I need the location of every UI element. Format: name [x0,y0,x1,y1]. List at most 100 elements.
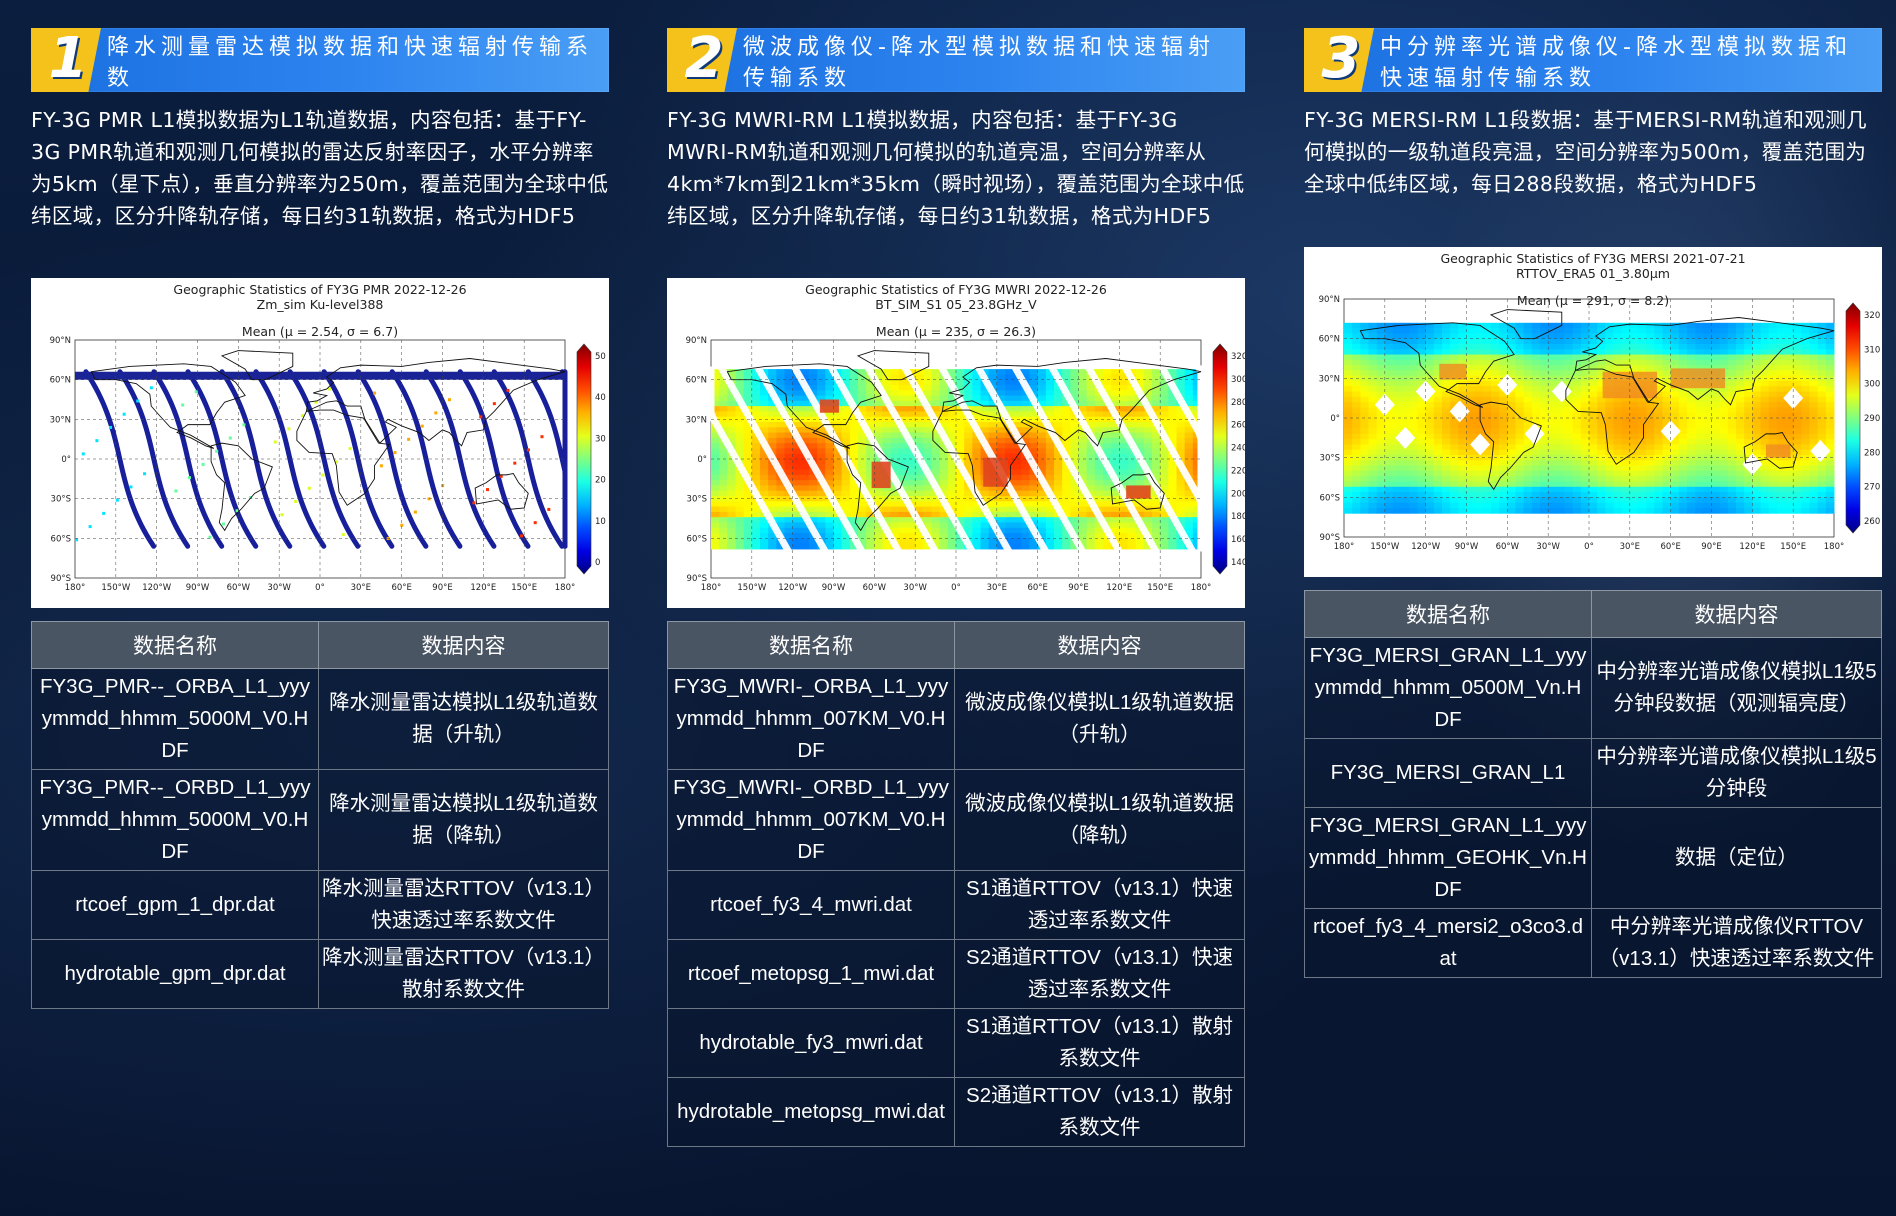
pixel [1409,354,1418,361]
pixel [1760,492,1770,498]
lon-tick-label: 150°W [1370,542,1399,552]
pixel [719,379,728,386]
pixel [841,427,851,434]
pixel [1135,406,1145,412]
pixel [858,395,867,402]
pixel [1687,476,1696,482]
pixel [939,411,949,418]
pixel [1793,481,1802,488]
pixel [964,527,973,534]
pixel [719,469,728,476]
pixel [1540,444,1549,451]
pixel [931,384,941,391]
pixel [1613,349,1623,356]
pixel [1621,418,1631,424]
speckle [393,451,397,455]
pixel [1466,375,1476,382]
lat-tick-label: 90°S [51,574,71,584]
pixel [1801,380,1810,387]
pixel [1005,437,1014,444]
pixel [1433,497,1443,504]
pixel [1695,444,1704,451]
pixel [1417,328,1427,334]
pixel [1825,402,1835,408]
pixel [1695,476,1704,482]
pixel [1646,449,1655,456]
pixel [1368,444,1378,451]
pixel [1572,418,1582,424]
speckle [447,398,451,402]
colorbar-tick-label: 270 [1864,483,1880,493]
pixel [898,448,908,455]
pixel [1776,481,1786,488]
pixel [1078,437,1088,444]
pixel [898,395,908,402]
pixel [1727,433,1737,440]
pixel [1523,412,1533,419]
speckle [222,522,225,526]
pixel [1021,538,1030,545]
pixel [768,400,777,407]
pixel [1086,453,1096,460]
pixel [1103,432,1112,439]
pixel [980,416,990,423]
pixel [1678,402,1688,408]
pixel [1531,322,1541,329]
pixel [1825,349,1835,356]
pixel [1103,480,1112,486]
pixel [1695,507,1704,514]
pixel [1037,443,1047,449]
pixel [1021,427,1030,434]
pixel [1482,402,1492,408]
pixel [1054,453,1063,460]
pixel [1409,460,1418,467]
pixel [768,501,777,508]
pixel [939,464,949,471]
lon-tick-label: 180° [1191,583,1211,593]
pixel [956,406,965,412]
pixel [1184,379,1194,386]
pixel [1499,433,1508,440]
pixel [1727,375,1737,382]
pixel [1768,391,1778,398]
pixel [1613,476,1623,482]
pixel [1360,407,1369,414]
pixel [1425,492,1435,498]
lon-tick-label: 90°W [186,583,210,593]
pixel [915,480,924,486]
pixel [1368,370,1378,377]
map-title: Geographic Statistics of FY3G PMR 2022-1… [173,282,467,297]
pixel [1507,455,1516,461]
pixel [1515,433,1525,440]
pixel [1111,390,1120,397]
pixel [1580,375,1590,382]
pixel [1409,402,1418,408]
pixel [1556,370,1565,377]
pixel [727,511,736,518]
lat-tick-label: 0° [61,455,71,465]
pixel [1482,333,1492,340]
pixel [1678,349,1688,356]
pixel [1482,502,1492,509]
colorbar [576,343,592,575]
pixel [1703,470,1712,477]
pixel [1384,412,1394,419]
pixel [1344,328,1353,334]
pixel [1597,418,1606,424]
gap-diamond [1395,426,1416,449]
pixel [1531,486,1541,493]
pixel [923,543,932,550]
pixel [1384,354,1394,361]
pixel [1474,455,1484,461]
pixel [735,527,745,534]
pixel [1556,449,1565,456]
pixel [768,369,777,375]
pixel [866,538,875,545]
speckle [115,498,119,502]
pixel [1094,432,1104,439]
lon-tick-label: 180° [1334,542,1354,552]
pixel [743,432,753,439]
pixel [1376,328,1386,334]
pixel [719,443,728,449]
pixel [1727,486,1737,493]
